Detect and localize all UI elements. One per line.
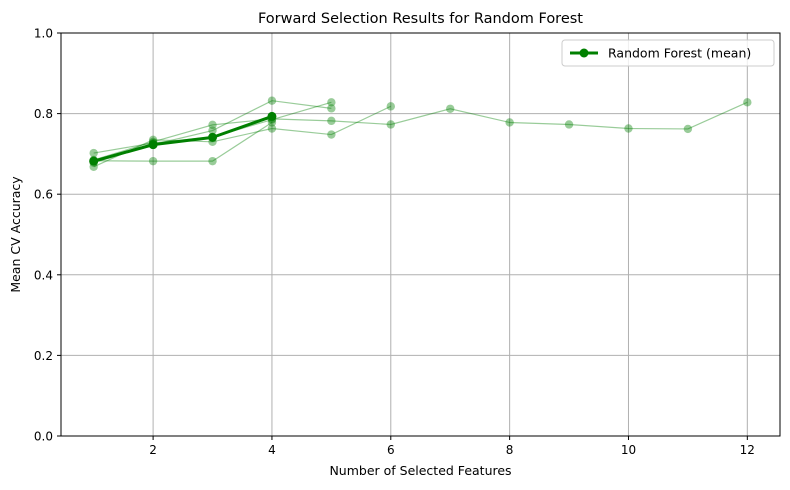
x-tick-label: 4 — [268, 443, 276, 457]
plot-area-frame — [60, 32, 781, 437]
run-point — [683, 124, 693, 134]
run-point — [386, 102, 395, 111]
run-line — [93, 105, 392, 168]
run-point — [89, 148, 98, 158]
y-axis-label: Mean CV Accuracy — [8, 176, 23, 293]
legend-label: Random Forest (mean) — [608, 46, 751, 61]
legend-marker-swatch — [579, 48, 589, 58]
run-point — [743, 98, 752, 107]
run-point — [267, 124, 277, 133]
run-point — [327, 98, 336, 107]
x-tick-label: 6 — [387, 443, 395, 457]
x-tick-label: 10 — [621, 443, 636, 457]
mean-point — [267, 111, 277, 121]
run-point — [267, 96, 277, 105]
y-tick-label: 0.0 — [34, 430, 53, 444]
x-tick-label: 12 — [740, 443, 755, 457]
x-tick-label: 2 — [149, 443, 157, 457]
mean-series — [89, 111, 277, 166]
run-point — [208, 120, 217, 130]
run-point — [446, 104, 455, 113]
run-point — [208, 126, 217, 135]
y-tick-label: 0.8 — [34, 107, 53, 121]
run-point — [505, 118, 514, 127]
mean-point — [208, 132, 218, 142]
run-point — [148, 156, 158, 166]
legend-box — [561, 39, 775, 67]
run-point — [327, 104, 336, 113]
run-line — [93, 101, 748, 161]
chart-title: Forward Selection Results for Random For… — [258, 11, 583, 27]
run-point — [327, 116, 336, 126]
x-axis-label: Number of Selected Features — [329, 463, 511, 478]
run-point — [386, 120, 395, 129]
legend: Random Forest (mean) — [561, 39, 775, 67]
mean-point — [148, 140, 158, 150]
run-point — [208, 156, 217, 166]
mean-point — [89, 156, 99, 166]
y-tick-label: 0.2 — [34, 349, 53, 363]
axis-ticks: 2 4 6 8 10 12 0.0 0.2 0.4 0.6 0.8 1.0 — [34, 27, 755, 458]
x-tick-label: 8 — [506, 443, 514, 457]
run-point — [564, 120, 574, 129]
run-point — [327, 130, 336, 139]
y-tick-label: 0.6 — [34, 188, 53, 202]
y-tick-label: 0.4 — [34, 268, 53, 282]
y-tick-label: 1.0 — [34, 27, 53, 41]
mean-line — [93, 115, 273, 163]
run-line — [93, 121, 273, 162]
run-point — [624, 124, 633, 133]
